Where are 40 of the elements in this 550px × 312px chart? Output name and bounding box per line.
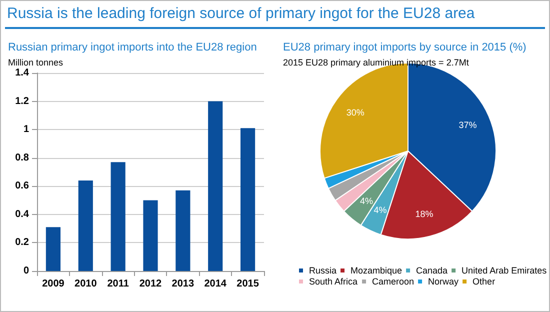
x-tick-label: 2010 <box>74 278 98 290</box>
chart-subtitle: 2015 EU28 primary aluminium imports = 2.7Mt <box>283 58 470 68</box>
chart-title: Russia is the leading foreign source of primary ingot for the EU28 area <box>7 5 476 22</box>
y-tick-label: 1 <box>23 124 30 136</box>
y-axis-title: Million tonnes <box>8 58 64 68</box>
x-tick-label: 2015 <box>236 278 260 290</box>
bar <box>208 101 223 271</box>
legend-label: Cameroon <box>372 276 414 286</box>
x-tick-label: 2011 <box>107 278 130 290</box>
x-tick-label: 2014 <box>204 278 227 290</box>
x-tick-label: 2009 <box>42 278 65 290</box>
y-tick-label: 0.2 <box>15 237 30 248</box>
y-tick-label: 0.4 <box>15 208 30 220</box>
data-label: 18% <box>415 209 434 220</box>
y-tick-label: 1.4 <box>15 68 30 78</box>
data-label: 37% <box>458 120 477 130</box>
bar <box>240 128 256 271</box>
bar <box>143 200 158 271</box>
chart-subtitle: Russian primary ingot imports into the EU28 region <box>8 42 257 54</box>
y-tick-label: 0.8 <box>15 152 30 164</box>
y-tick-label: 0.6 <box>15 180 30 192</box>
bar <box>110 162 126 271</box>
bar <box>176 190 190 271</box>
legend-label: South Africa <box>309 276 358 286</box>
legend-label: United Arab Emirates <box>462 266 548 276</box>
legend-label: Norway <box>428 276 460 286</box>
data-label: 4% <box>374 204 387 215</box>
chart-title: EU28 primary ingot imports by source in 2015 (%) <box>283 42 526 54</box>
data-label: 4% <box>360 196 373 206</box>
legend-label: Canada <box>416 266 448 276</box>
legend-label: Other <box>472 276 496 286</box>
x-tick-label: 2013 <box>172 278 194 290</box>
legend-label: Mozambique <box>350 266 402 276</box>
x-tick-label: 2012 <box>139 278 162 290</box>
bar <box>46 227 61 271</box>
data-label: 30% <box>346 108 364 118</box>
legend-label: Russia <box>309 266 337 276</box>
y-tick-label: 1.2 <box>15 96 30 107</box>
y-tick-label: 0 <box>23 266 30 276</box>
bar <box>78 180 93 271</box>
